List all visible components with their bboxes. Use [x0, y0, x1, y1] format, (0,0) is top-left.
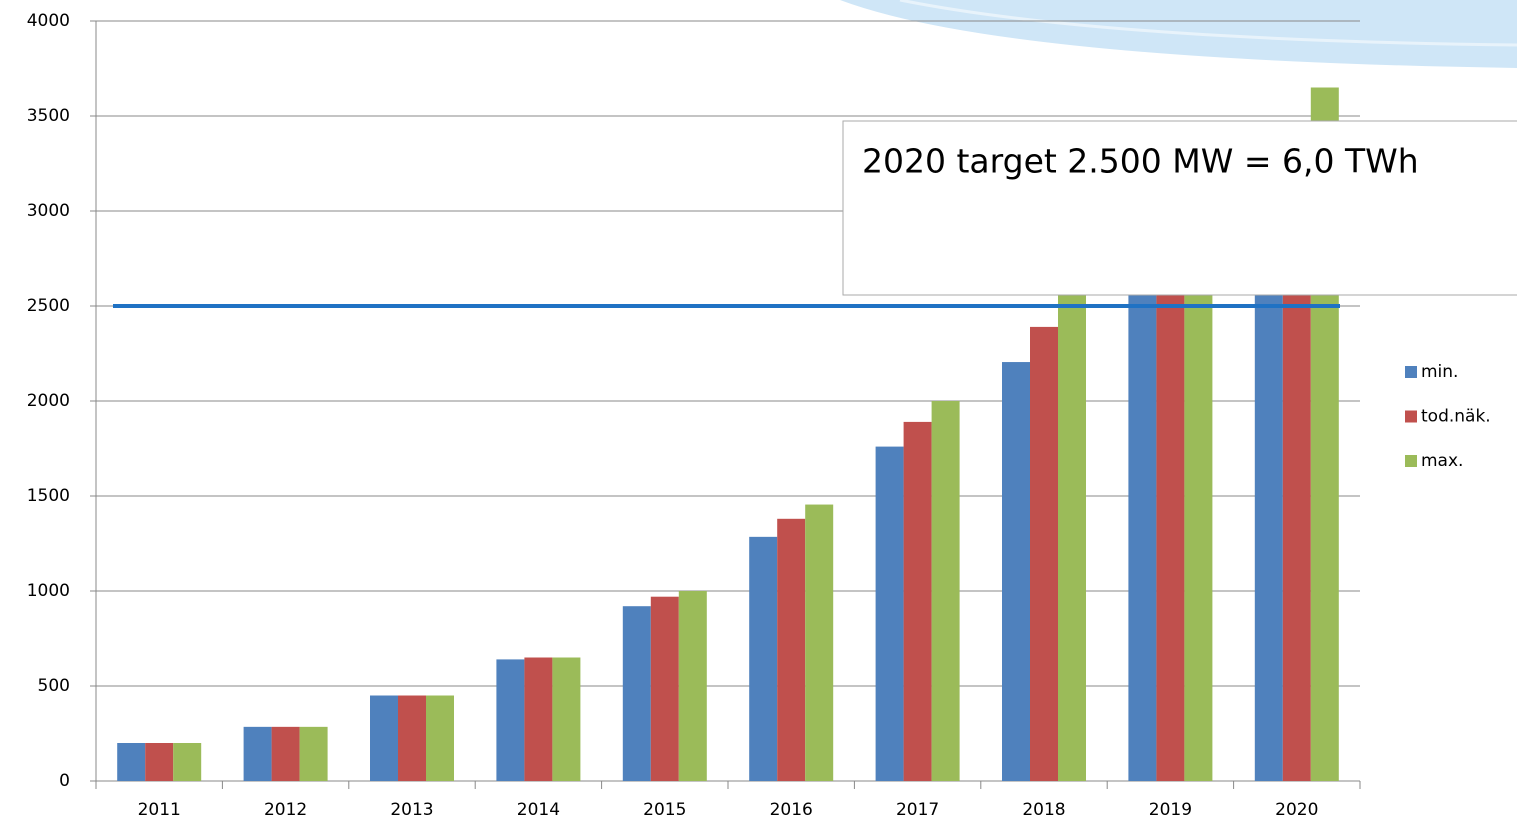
bar [931, 401, 960, 781]
x-tick-label: 2013 [390, 800, 433, 820]
legend-label: tod.näk. [1421, 407, 1491, 427]
legend-swatch [1405, 410, 1417, 423]
bar [1156, 239, 1185, 781]
x-tick-label: 2019 [1149, 800, 1192, 820]
y-tick-label: 1000 [27, 581, 70, 601]
decoration [899, 0, 1517, 47]
bar [552, 657, 581, 781]
bar [1002, 362, 1030, 781]
y-tick-label: 2000 [27, 391, 70, 411]
bar [1184, 211, 1213, 781]
x-tick-label: 2011 [138, 800, 181, 820]
y-tick-label: 2500 [27, 296, 70, 316]
x-tick-label: 2017 [896, 800, 939, 820]
y-tick-label: 0 [59, 771, 70, 791]
y-tick-label: 500 [38, 676, 70, 696]
bar [426, 695, 454, 781]
bar [805, 504, 834, 781]
x-tick-label: 2020 [1275, 800, 1318, 820]
y-tick-label: 3000 [27, 201, 70, 221]
bar [271, 726, 300, 781]
bar [173, 743, 202, 781]
bar [678, 591, 707, 781]
bar [1058, 287, 1086, 781]
legend-swatch [1405, 455, 1417, 467]
legend-label: min. [1421, 362, 1458, 382]
x-tick-label: 2015 [643, 800, 686, 820]
legend-label: max. [1421, 451, 1463, 471]
bar [622, 606, 651, 781]
bar [777, 518, 806, 781]
bar [145, 743, 174, 781]
x-tick-label: 2014 [517, 800, 560, 820]
x-tick-label: 2018 [1022, 800, 1065, 820]
bar [496, 659, 525, 781]
bar [524, 657, 553, 781]
y-tick-label: 3500 [27, 106, 70, 126]
y-tick-label: 1500 [27, 486, 70, 506]
annotation: 2020 target 2.500 MW = 6,0 TWh [862, 142, 1419, 181]
x-tick-label: 2012 [264, 800, 307, 820]
bar [875, 446, 904, 781]
x-tick-label: 2016 [770, 800, 813, 820]
bar [117, 743, 146, 781]
bar [243, 726, 272, 781]
bar [299, 726, 328, 781]
annotation-box [842, 120, 1517, 296]
bar [1128, 277, 1157, 781]
bar [398, 695, 426, 781]
bar [903, 421, 932, 781]
bar [370, 695, 398, 781]
legend-swatch [1405, 366, 1417, 378]
bar [749, 536, 778, 781]
y-tick-label: 4000 [27, 11, 70, 31]
bar [1030, 326, 1058, 781]
bar [650, 596, 679, 781]
